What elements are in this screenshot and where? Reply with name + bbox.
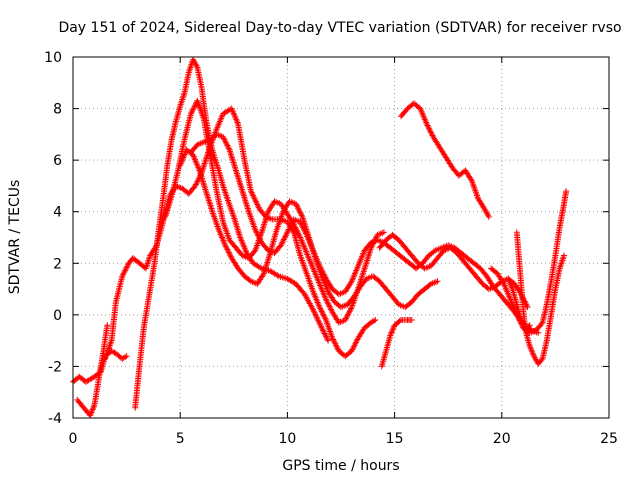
marker-trail (376, 231, 531, 311)
marker-trail (520, 188, 570, 336)
y-tick-label: -2 (48, 359, 62, 375)
x-tick-label: 15 (386, 431, 404, 447)
series-arc-4 (132, 56, 332, 411)
x-tick-label: 10 (278, 431, 296, 447)
x-tick-label: 5 (176, 431, 185, 447)
y-tick-label: 4 (53, 205, 62, 221)
data-markers (70, 56, 570, 419)
y-tick-label: 2 (53, 256, 62, 272)
tick-labels: 0 5 10 15 20 25 -4 -2 0 2 4 6 8 10 (44, 50, 618, 447)
series-arc-6 (177, 146, 441, 311)
x-axis-label: GPS time / hours (282, 458, 399, 474)
x-tick-label: 0 (69, 431, 78, 447)
x-tick-label: 25 (600, 431, 618, 447)
x-tick-label: 20 (493, 431, 511, 447)
plot-frame (72, 56, 610, 419)
series-arc-2 (74, 322, 111, 419)
grid-lines (73, 57, 609, 418)
series-arc-9 (376, 231, 531, 311)
y-tick-label: 10 (44, 50, 62, 66)
y-tick-label: 0 (53, 308, 62, 324)
series-arc-13 (513, 229, 567, 367)
marker-trail (187, 131, 542, 336)
marker-trail (398, 100, 492, 220)
chart-title: Day 151 of 2024, Sidereal Day-to-day VTE… (58, 20, 621, 36)
marker-trail (132, 56, 332, 411)
series-arc-7 (187, 131, 542, 336)
marker-trail (513, 229, 567, 367)
y-tick-label: 6 (53, 153, 62, 169)
axis-ticks (72, 56, 610, 419)
marker-trail (74, 322, 111, 419)
series-arc-10 (398, 100, 492, 220)
series-arc-8 (378, 317, 415, 370)
y-tick-label: -4 (48, 411, 62, 427)
y-axis-label: SDTVAR / TECUs (7, 180, 23, 295)
marker-trail (378, 317, 415, 370)
series-arc-14 (520, 188, 570, 336)
y-tick-label: 8 (53, 102, 62, 118)
marker-trail (177, 146, 441, 311)
